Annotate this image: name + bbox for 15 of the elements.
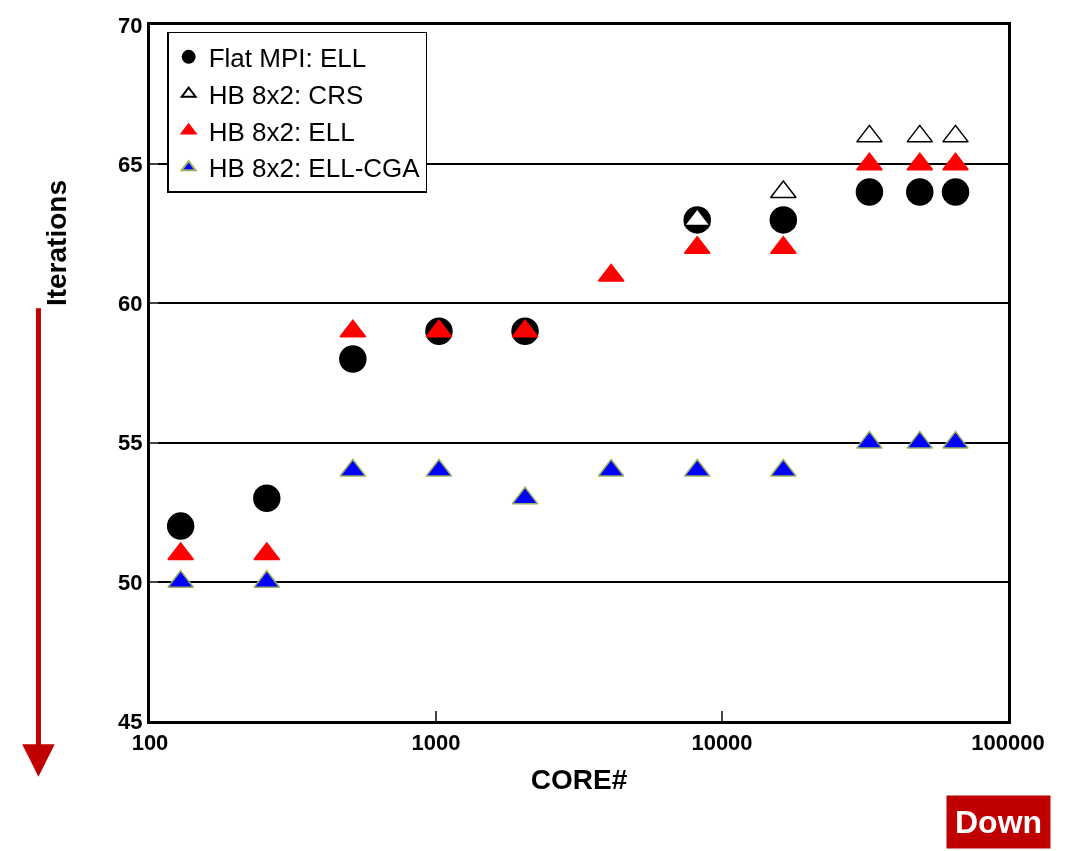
legend-label: HB 8x2: ELL-CGA: [208, 153, 421, 184]
text: Down: [955, 804, 1043, 840]
y-tick-label: 60: [118, 291, 143, 317]
y-tick-label: 70: [118, 12, 143, 38]
legend-label: Flat MPI: ELL: [208, 43, 367, 73]
x-axis-title: CORE#: [530, 763, 628, 795]
legend-label: HB 8x2: ELL: [208, 116, 355, 147]
y-tick-label: 50: [118, 569, 143, 595]
y-axis-title: Iterations: [40, 180, 72, 307]
x-tick-label: 10000: [691, 730, 753, 756]
y-tick-label: 65: [118, 151, 143, 177]
x-tick-label: 1000: [411, 730, 461, 756]
legend-label: HB 8x2: CRS: [208, 79, 364, 110]
y-tick-label: 55: [118, 430, 143, 456]
x-tick-label: 100000: [971, 730, 1045, 756]
